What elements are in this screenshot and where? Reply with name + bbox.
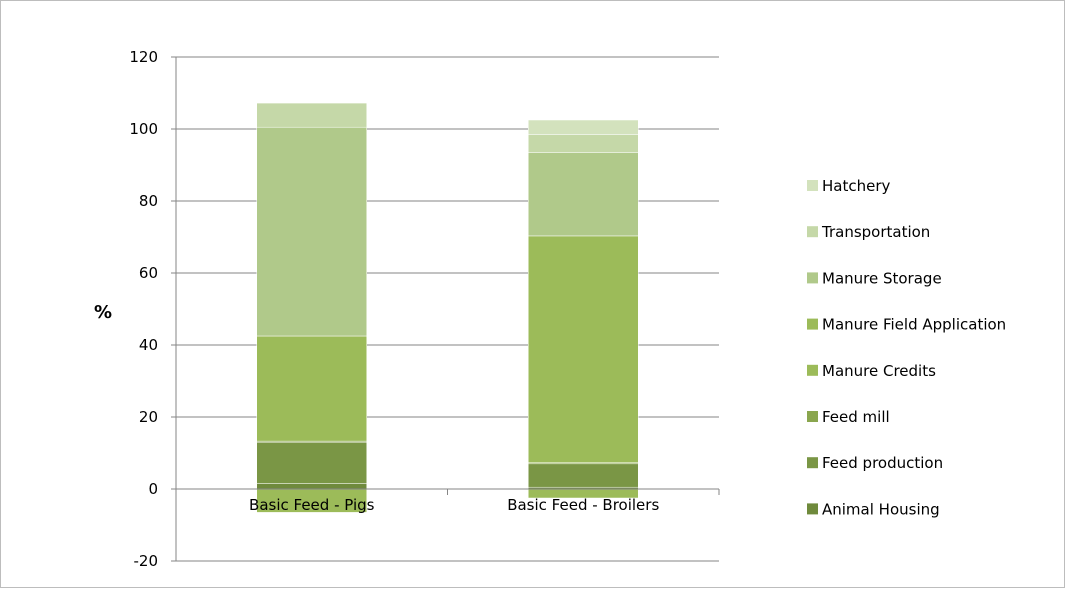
bar-segment-manure-storage [256, 126, 367, 337]
bar-segment-transportation [528, 134, 639, 153]
legend-label: Manure Field Application [822, 316, 1006, 334]
bar-segment-feed-production [256, 441, 367, 484]
legend-swatch [807, 411, 818, 422]
x-category-label: Basic Feed - Pigs [249, 496, 375, 514]
y-tick-label: 40 [139, 336, 158, 354]
bar-segment-manure-storage [528, 152, 639, 237]
legend-label: Animal Housing [822, 500, 940, 518]
y-tick-label: -20 [134, 552, 159, 570]
bar-segment-manure-field-application [256, 335, 367, 442]
legend-swatch [807, 318, 818, 330]
y-tick-label: 0 [148, 480, 158, 498]
y-axis-label: % [94, 302, 112, 323]
legend-label: Hatchery [822, 177, 891, 195]
legend-swatch [807, 272, 818, 284]
bar-segment-transportation [256, 102, 367, 128]
x-category-label: Basic Feed - Broilers [507, 496, 659, 514]
bar-segment-manure-field-application [528, 235, 639, 463]
y-tick-label: 120 [129, 48, 158, 66]
legend-label: Manure Storage [822, 269, 942, 287]
legend-label: Feed mill [822, 408, 890, 426]
y-tick-label: 80 [139, 192, 158, 210]
legend-label: Feed production [822, 454, 943, 472]
legend-label: Transportation [821, 223, 930, 241]
legend-swatch [807, 364, 818, 376]
bar-segment-hatchery [528, 119, 639, 135]
legend-swatch [807, 503, 818, 515]
y-tick-label: 20 [139, 408, 158, 426]
legend-swatch [807, 180, 818, 191]
y-tick-label: 100 [129, 120, 158, 138]
bar-segment-feed-production [528, 463, 639, 488]
legend-label: Manure Credits [822, 362, 936, 380]
bar-segment-animal-housing [256, 483, 367, 490]
legend-swatch [807, 457, 818, 469]
y-tick-label: 60 [139, 264, 158, 282]
legend-swatch [807, 226, 818, 238]
